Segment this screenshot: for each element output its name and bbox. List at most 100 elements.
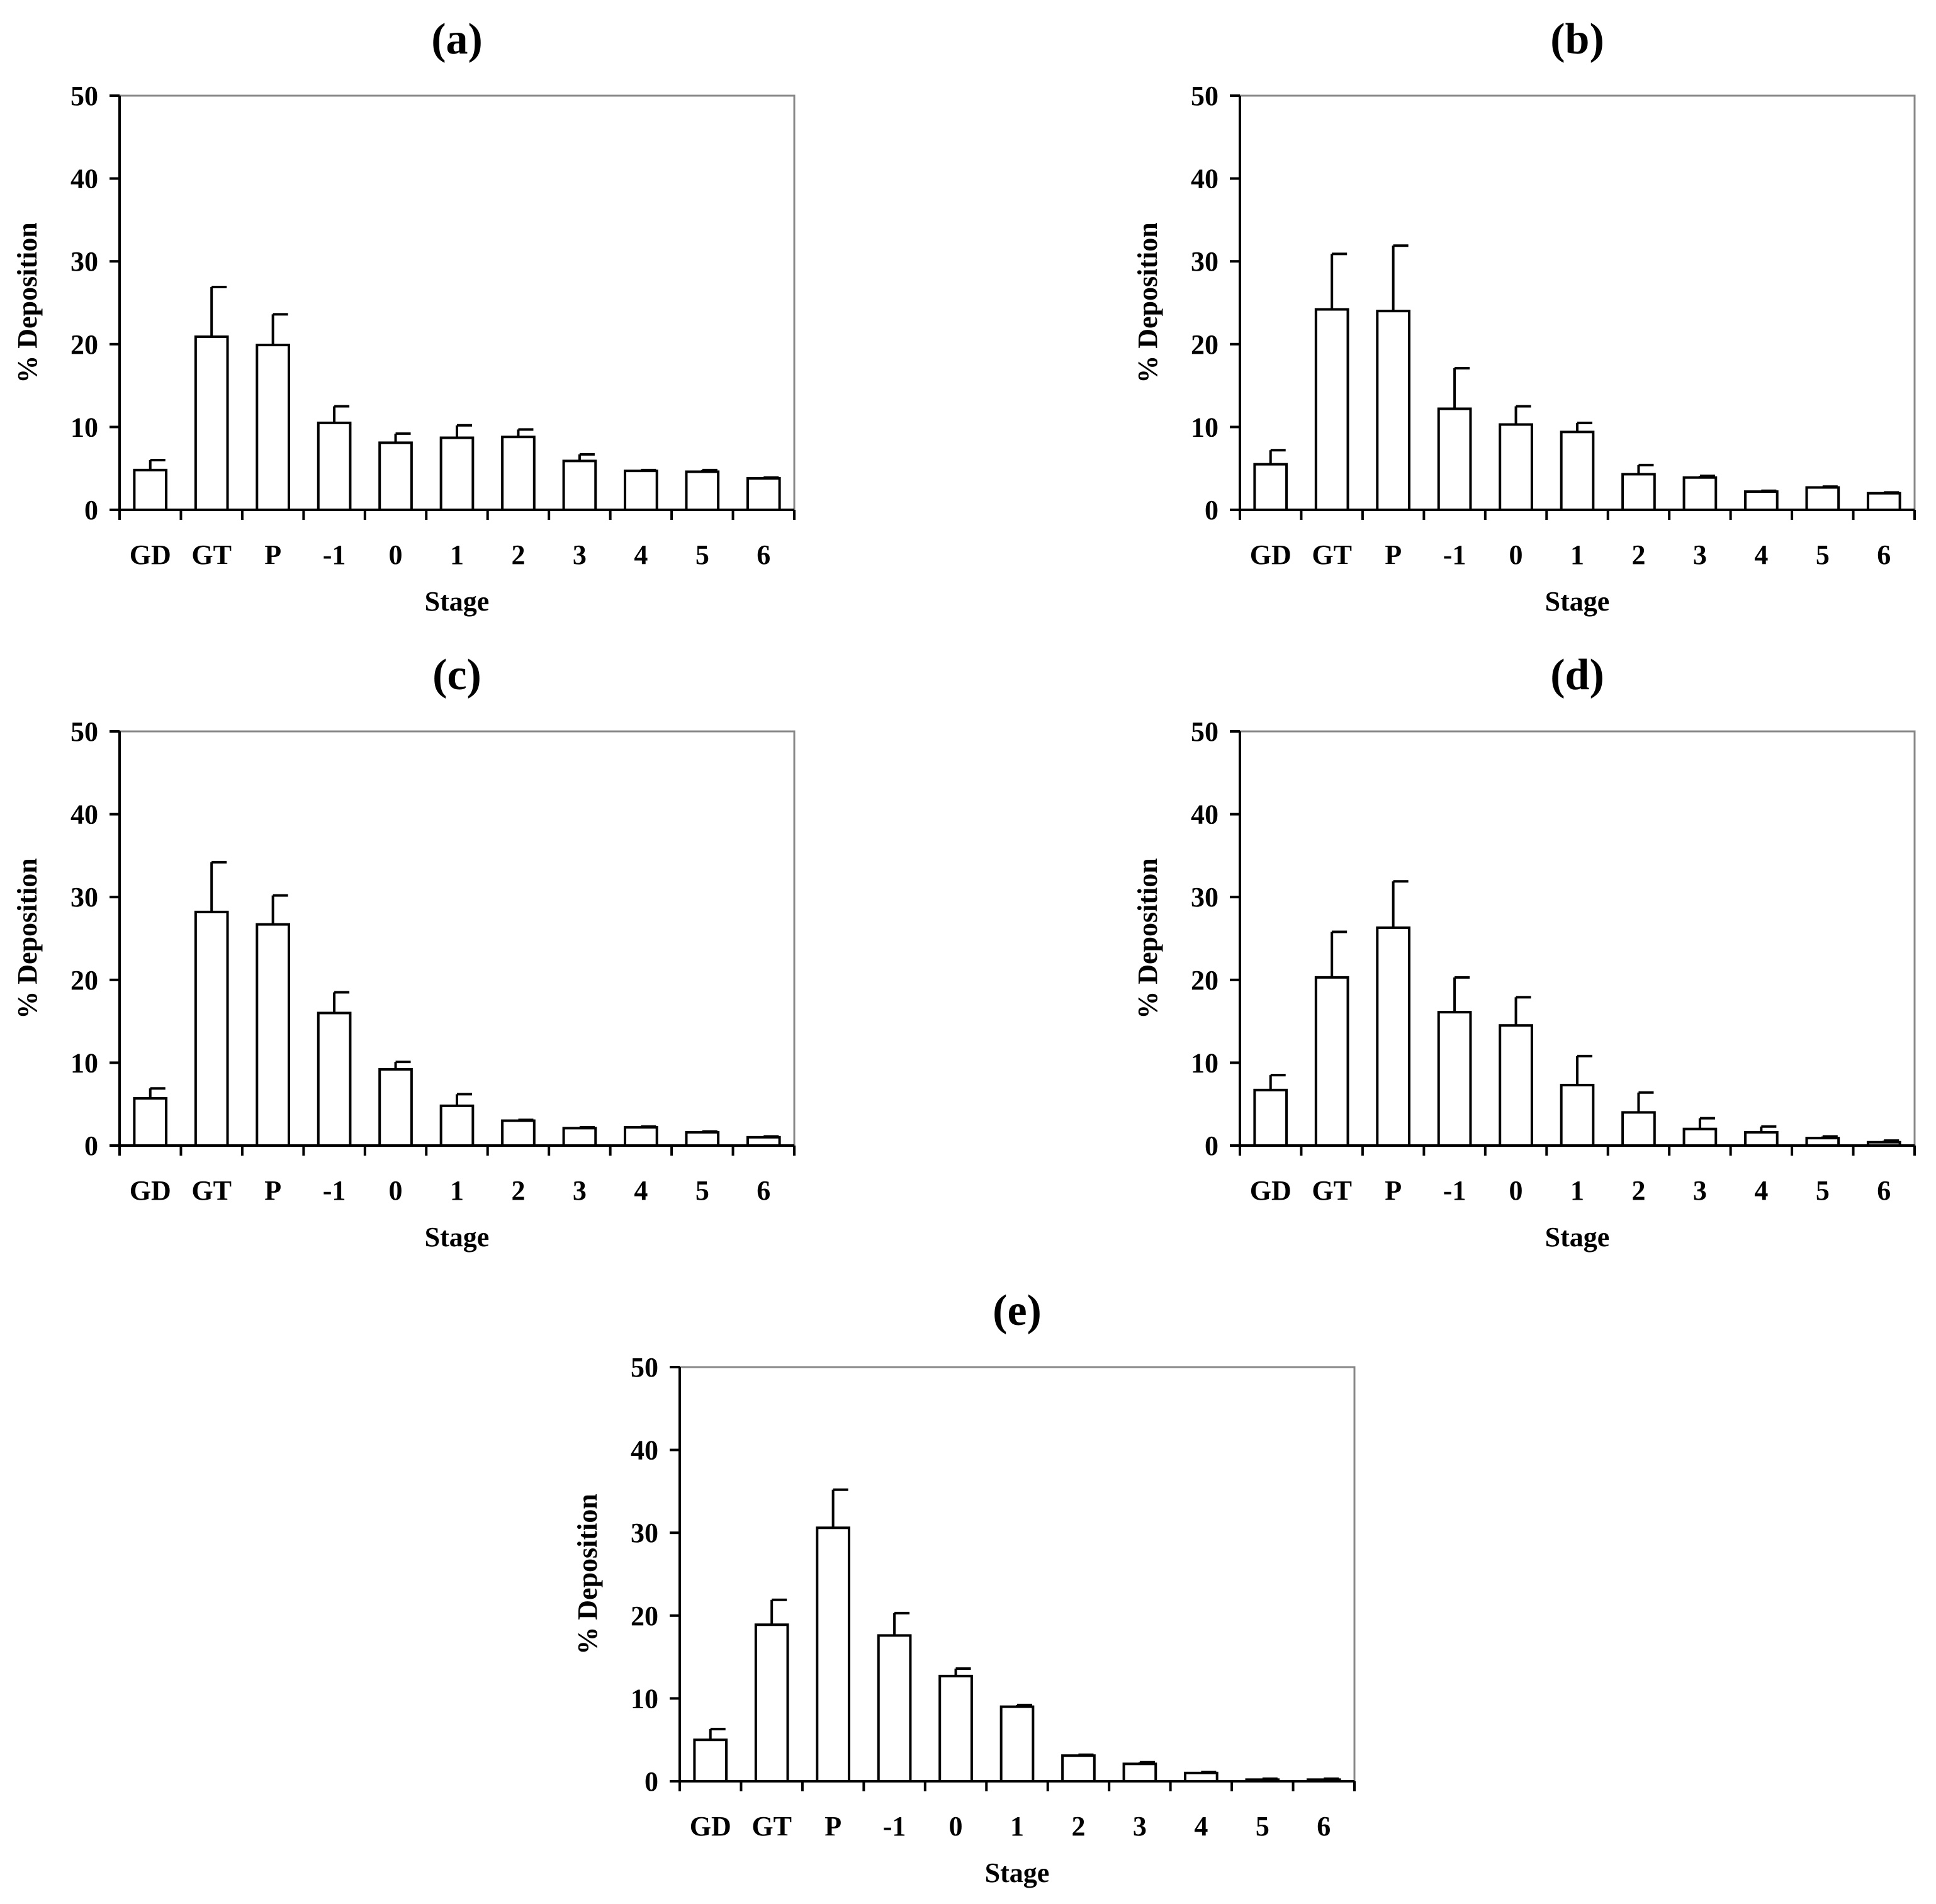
y-axis-label: % Deposition xyxy=(12,222,43,383)
x-tick-label: 5 xyxy=(1256,1811,1269,1842)
x-tick-label: 2 xyxy=(1631,1175,1645,1206)
bar-4 xyxy=(624,470,658,512)
x-tick-label: 0 xyxy=(389,1175,403,1206)
x-tick-label: 3 xyxy=(573,539,587,570)
y-tick-label: 20 xyxy=(70,965,98,996)
x-tick-label: 2 xyxy=(511,1175,525,1206)
chart-title: (e) xyxy=(993,1287,1042,1335)
bar-P xyxy=(256,923,290,1147)
x-tick-label: 2 xyxy=(1071,1811,1085,1842)
x-tick-label: 3 xyxy=(1693,1175,1707,1206)
x-tick-label: 0 xyxy=(1509,1175,1523,1206)
bar--1 xyxy=(317,1011,352,1147)
bar-4 xyxy=(1744,490,1779,511)
x-tick-label: 5 xyxy=(695,1175,709,1206)
x-tick-label: P xyxy=(1385,539,1402,570)
x-tick-label: 6 xyxy=(1317,1811,1331,1842)
x-tick-label: -1 xyxy=(323,1175,346,1206)
x-tick-label: 1 xyxy=(1570,539,1584,570)
x-tick-label: 6 xyxy=(757,539,770,570)
bar-0 xyxy=(938,1674,973,1783)
y-axis-label: % Deposition xyxy=(572,1494,603,1654)
bar-GT xyxy=(194,910,229,1147)
bar-4 xyxy=(1184,1771,1218,1783)
x-tick-label: 4 xyxy=(634,539,648,570)
y-tick-label: 20 xyxy=(1191,965,1218,996)
x-tick-label: 5 xyxy=(1816,1175,1830,1206)
x-tick-label: P xyxy=(264,1175,281,1206)
x-tick-label: 1 xyxy=(1010,1811,1024,1842)
bar-4 xyxy=(624,1126,658,1147)
bar-2 xyxy=(1621,1111,1656,1147)
x-tick-label: -1 xyxy=(1443,1175,1466,1206)
bar-0 xyxy=(378,1067,413,1147)
bar-GD xyxy=(693,1738,728,1783)
bar-P xyxy=(256,344,290,512)
x-tick-label: 0 xyxy=(949,1811,963,1842)
x-tick-label: 6 xyxy=(1877,1175,1891,1206)
y-tick-label: 20 xyxy=(631,1601,658,1631)
bar-0 xyxy=(1499,423,1533,512)
y-axis-label: % Deposition xyxy=(1132,858,1163,1018)
bar-P xyxy=(1376,310,1410,511)
bar--1 xyxy=(317,421,352,511)
panel-d: (d) 0 10 20 30 40 50 GD GT P -1 0 1 2 3 4 5 6 Stage % Depos… xyxy=(1120,636,1936,1268)
bar-1 xyxy=(439,1104,475,1147)
x-tick-label: GT xyxy=(1312,539,1352,570)
bar-2 xyxy=(1621,473,1656,511)
bar-6 xyxy=(746,476,781,512)
bar-GT xyxy=(1314,976,1349,1147)
panel-e: (e) 0 10 20 30 40 50 GD GT P -1 0 1 2 3 4 5 6 Stage % Depos… xyxy=(560,1271,1376,1904)
y-tick-label: 30 xyxy=(1191,246,1218,277)
x-axis-label: Stage xyxy=(425,1222,490,1253)
x-tick-label: 0 xyxy=(389,539,403,570)
x-tick-label: 6 xyxy=(1877,539,1891,570)
chart-svg: (d) 0 10 20 30 40 50 GD GT P -1 0 1 2 3 4 5 6 Stage % Depos… xyxy=(1132,651,1916,1253)
y-tick-label: 40 xyxy=(70,799,98,830)
y-tick-label: 50 xyxy=(1191,81,1218,111)
x-axis-label: Stage xyxy=(1545,1222,1610,1253)
x-tick-label: 3 xyxy=(573,1175,587,1206)
chart-title: (c) xyxy=(432,651,481,699)
bar-3 xyxy=(562,1127,597,1147)
x-tick-label: 2 xyxy=(511,539,525,570)
y-tick-label: 10 xyxy=(70,412,98,442)
bar-GT xyxy=(754,1623,789,1783)
bar-5 xyxy=(1245,1778,1280,1783)
y-tick-label: 10 xyxy=(70,1047,98,1078)
x-tick-label: 3 xyxy=(1693,539,1707,570)
y-tick-label: 0 xyxy=(644,1766,658,1797)
y-tick-label: 30 xyxy=(631,1518,658,1548)
y-tick-label: 10 xyxy=(1191,1047,1218,1078)
x-tick-label: 1 xyxy=(1570,1175,1584,1206)
y-tick-label: 40 xyxy=(1191,164,1218,194)
panel-c: (c) 0 10 20 30 40 50 GD GT P -1 0 1 2 3 4 5 6 Stage % Depos… xyxy=(0,636,816,1268)
y-tick-label: 30 xyxy=(70,246,98,277)
x-tick-label: 5 xyxy=(1816,539,1830,570)
y-tick-label: 50 xyxy=(70,81,98,111)
y-tick-label: 40 xyxy=(1191,799,1218,830)
x-tick-label: GD xyxy=(1250,539,1292,570)
y-tick-label: 0 xyxy=(1205,495,1218,526)
x-tick-label: GT xyxy=(1312,1175,1352,1206)
y-tick-label: 10 xyxy=(631,1683,658,1714)
chart-svg: (c) 0 10 20 30 40 50 GD GT P -1 0 1 2 3 4 5 6 Stage % Depos… xyxy=(12,651,796,1253)
x-tick-label: GT xyxy=(751,1811,792,1842)
y-tick-label: 50 xyxy=(70,716,98,747)
bar-GD xyxy=(1253,1088,1288,1147)
x-tick-label: P xyxy=(264,539,281,570)
chart-title: (d) xyxy=(1550,651,1604,699)
bar-2 xyxy=(1061,1754,1096,1783)
x-tick-label: P xyxy=(824,1811,841,1842)
x-tick-label: P xyxy=(1385,1175,1402,1206)
bar-GT xyxy=(1314,308,1349,511)
bar--1 xyxy=(877,1634,912,1783)
bar-2 xyxy=(501,436,536,512)
bar-1 xyxy=(999,1705,1035,1783)
x-axis-label: Stage xyxy=(425,586,490,617)
y-tick-label: 0 xyxy=(84,495,98,526)
y-axis-label: % Deposition xyxy=(12,858,43,1018)
bar-GT xyxy=(194,335,229,511)
y-tick-label: 50 xyxy=(1191,716,1218,747)
y-tick-label: 0 xyxy=(1205,1130,1218,1161)
